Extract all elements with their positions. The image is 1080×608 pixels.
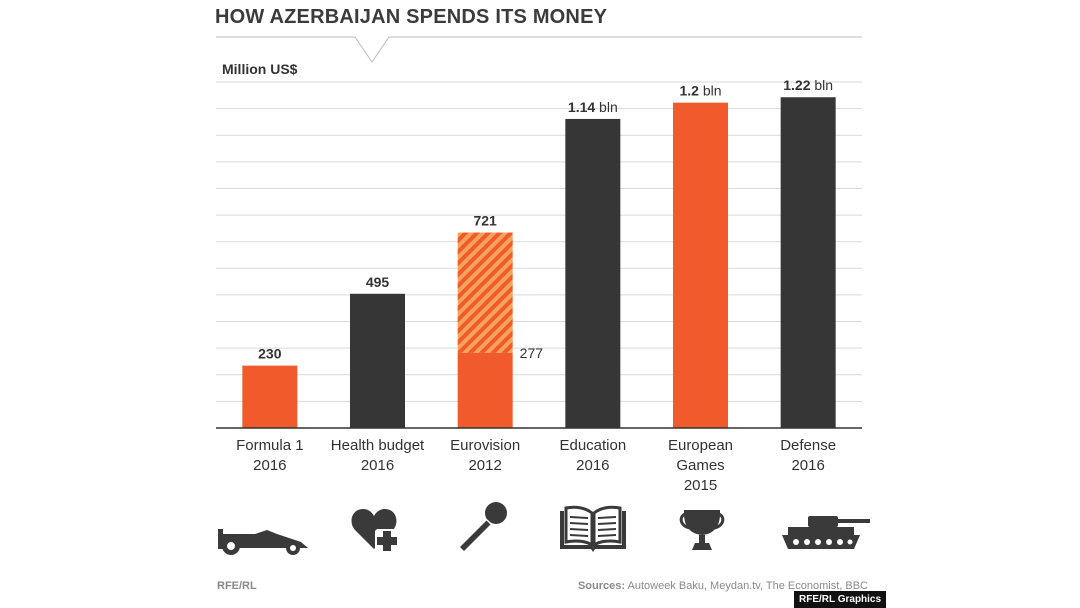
formula1-car-icon xyxy=(218,529,308,555)
bar xyxy=(780,97,836,428)
microphone-icon xyxy=(460,502,507,551)
category-label: Health budget xyxy=(331,437,425,454)
bar-value-label: 1.22 bln xyxy=(783,77,833,93)
category-label: 2012 xyxy=(468,457,501,474)
footer-source-org: RFE/RL xyxy=(217,580,257,592)
bar-value-label: 1.14 bln xyxy=(568,99,618,115)
category-label: Eurovision xyxy=(450,437,520,454)
y-axis-label: Million US$ xyxy=(222,61,298,77)
category-label: 2016 xyxy=(576,457,609,474)
category-label: European xyxy=(668,437,733,454)
category-label: 2016 xyxy=(361,457,394,474)
heart-plus-icon xyxy=(351,509,399,553)
bar xyxy=(565,118,621,428)
chart-title: HOW AZERBAIJAN SPENDS ITS MONEY xyxy=(215,6,608,28)
tank-icon xyxy=(782,516,870,549)
category-label: Games xyxy=(676,457,724,474)
bar-value-label: 721 xyxy=(473,213,497,229)
category-label: Defense xyxy=(780,437,836,454)
category-label: 2016 xyxy=(791,457,824,474)
bars xyxy=(242,97,836,429)
bar-value-label: 1.2 bln xyxy=(679,83,721,99)
category-label: Education xyxy=(559,437,626,454)
header-band xyxy=(216,36,862,63)
footer-sources: Sources: Autoweek Baku, Meydan.tv, The E… xyxy=(578,580,868,592)
bar-value-label: 495 xyxy=(366,274,390,290)
category-label: Formula 1 xyxy=(236,437,304,454)
bar-hatched-segment xyxy=(457,232,513,353)
open-book-icon xyxy=(560,505,626,552)
category-label: 2015 xyxy=(684,477,717,494)
graphics-credit-badge: RFE/RL Graphics xyxy=(794,591,887,608)
bar-split-label: 277 xyxy=(520,345,544,361)
category-label: 2016 xyxy=(253,457,286,474)
trophy-icon xyxy=(679,510,725,550)
bar-value-label: 230 xyxy=(258,346,282,362)
category-labels: Formula 1 2016 Health budget 2016 Eurovision… xyxy=(236,437,836,494)
value-labels: 230 495 277 721 1.14 bln 1.2 bln 1.22 bln xyxy=(258,77,833,361)
bar xyxy=(350,293,405,428)
gridlines xyxy=(216,81,862,429)
bar xyxy=(673,102,728,429)
bar-solid-segment xyxy=(457,352,513,428)
sources-text: Autoweek Baku, Meydan.tv, The Economist,… xyxy=(627,580,869,592)
bar xyxy=(242,365,298,428)
sources-label: Sources: xyxy=(577,580,626,592)
